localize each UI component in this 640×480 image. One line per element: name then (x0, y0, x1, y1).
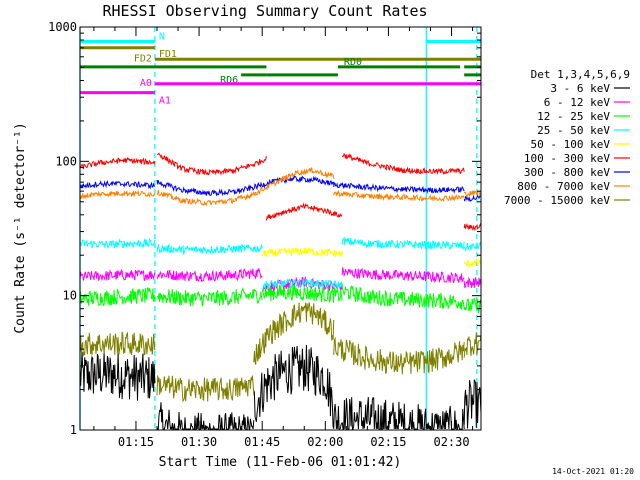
series-8-segment-4 (463, 332, 482, 358)
legend-label-6: 300 - 800 keV (524, 166, 610, 179)
series-0 (79, 344, 482, 431)
flag-label-fd1: FD1 (159, 49, 177, 60)
series-3-segment-1 (156, 242, 263, 256)
series-5-segment-0 (79, 156, 156, 170)
series-2-segment-2 (261, 284, 343, 303)
series-3-segment-0 (79, 237, 156, 250)
series-3-segment-4 (463, 241, 482, 252)
legend-label-8: 7000 - 15000 keV (504, 194, 610, 207)
series-1-segment-1 (156, 267, 263, 283)
series-2-segment-1 (156, 286, 263, 307)
series-4 (261, 247, 482, 268)
series-7-segment-2 (333, 190, 465, 203)
series-5-segment-1 (156, 152, 267, 176)
flag-label-n: N (159, 31, 165, 42)
legend-label-7: 800 - 7000 keV (517, 180, 610, 193)
x-tick-label: 01:30 (181, 435, 217, 449)
series-6-segment-0 (79, 179, 156, 190)
series-2-segment-0 (79, 287, 156, 306)
series-8-segment-3 (333, 336, 465, 375)
x-tick-label: 02:00 (307, 435, 343, 449)
x-tick-label: 02:30 (433, 435, 469, 449)
series-1-segment-0 (79, 269, 156, 282)
plot-area: N FD1 FD2 RD0 RD6 A0 A1 (79, 27, 482, 431)
series-8 (79, 302, 482, 403)
series-4-segment-1 (463, 258, 482, 268)
series-5-segment-4 (463, 222, 482, 232)
series-6-segment-3 (463, 194, 482, 202)
series-5-segment-2 (265, 202, 343, 221)
y-axis-label: Count Rate (s⁻¹ detector⁻¹) (13, 122, 28, 333)
series-0-segment-1 (156, 402, 255, 431)
x-tick-label: 01:45 (244, 435, 280, 449)
y-tick-label: 10 (63, 289, 77, 303)
series-2-segment-4 (463, 297, 482, 315)
legend-title: Det 1,3,4,5,6,9 (531, 68, 630, 81)
series-0-segment-0 (79, 351, 156, 401)
flag-label-a1: A1 (159, 96, 171, 107)
flag-label-rd6: RD6 (220, 75, 238, 86)
series-6-segment-1 (156, 175, 335, 197)
x-axis-label: Start Time (11-Feb-06 01:01:42) (159, 455, 402, 470)
y-tick-label: 1 (70, 423, 77, 437)
flag-label-fd2: FD2 (134, 53, 152, 64)
series-7-segment-1 (156, 167, 335, 207)
series-7 (79, 167, 482, 207)
series-5 (79, 152, 482, 232)
series-6-segment-2 (333, 181, 465, 194)
series-0-segment-3 (333, 397, 465, 431)
legend-label-0: 3 - 6 keV (550, 82, 610, 95)
series-2 (79, 283, 482, 315)
series-1-segment-3 (341, 267, 465, 284)
legend-label-5: 100 - 300 keV (524, 152, 610, 165)
generation-timestamp: 14-Oct-2021 01:20 (552, 467, 634, 476)
series-0-segment-4 (463, 379, 482, 429)
series-7-segment-3 (463, 190, 482, 198)
flag-label-rd0: RD0 (344, 57, 362, 68)
legend-label-3: 25 - 50 keV (537, 124, 610, 137)
legend-label-2: 12 - 25 keV (537, 110, 610, 123)
series-8-segment-0 (79, 331, 156, 357)
legend-label-1: 6 - 12 keV (544, 96, 611, 109)
series-0-segment-2 (253, 344, 335, 428)
x-tick-label: 02:15 (370, 435, 406, 449)
chart-title: RHESSI Observing Summary Count Rates (102, 2, 427, 20)
flag-label-a0: A0 (140, 78, 152, 89)
series-3 (79, 236, 482, 290)
series-3-segment-2 (262, 277, 343, 290)
series-2-segment-3 (341, 283, 465, 310)
legend-label-4: 50 - 100 keV (531, 138, 611, 151)
plot-frame (79, 26, 482, 431)
series-7-segment-0 (79, 189, 156, 200)
x-tick-label: 01:15 (118, 435, 154, 449)
y-tick-label: 1000 (48, 20, 77, 34)
series-3-segment-3 (341, 236, 465, 250)
series-5-segment-3 (341, 152, 465, 175)
series-8-segment-1 (156, 375, 255, 403)
series-4-segment-0 (261, 247, 343, 258)
y-tick-label: 100 (55, 154, 77, 168)
axis-ticks: 01:15 01:30 01:45 02:00 02:15 02:30 1 10 100 1000 (48, 20, 481, 449)
series-8-segment-2 (253, 302, 335, 365)
series-6 (79, 175, 482, 202)
series-1-segment-4 (463, 276, 482, 289)
